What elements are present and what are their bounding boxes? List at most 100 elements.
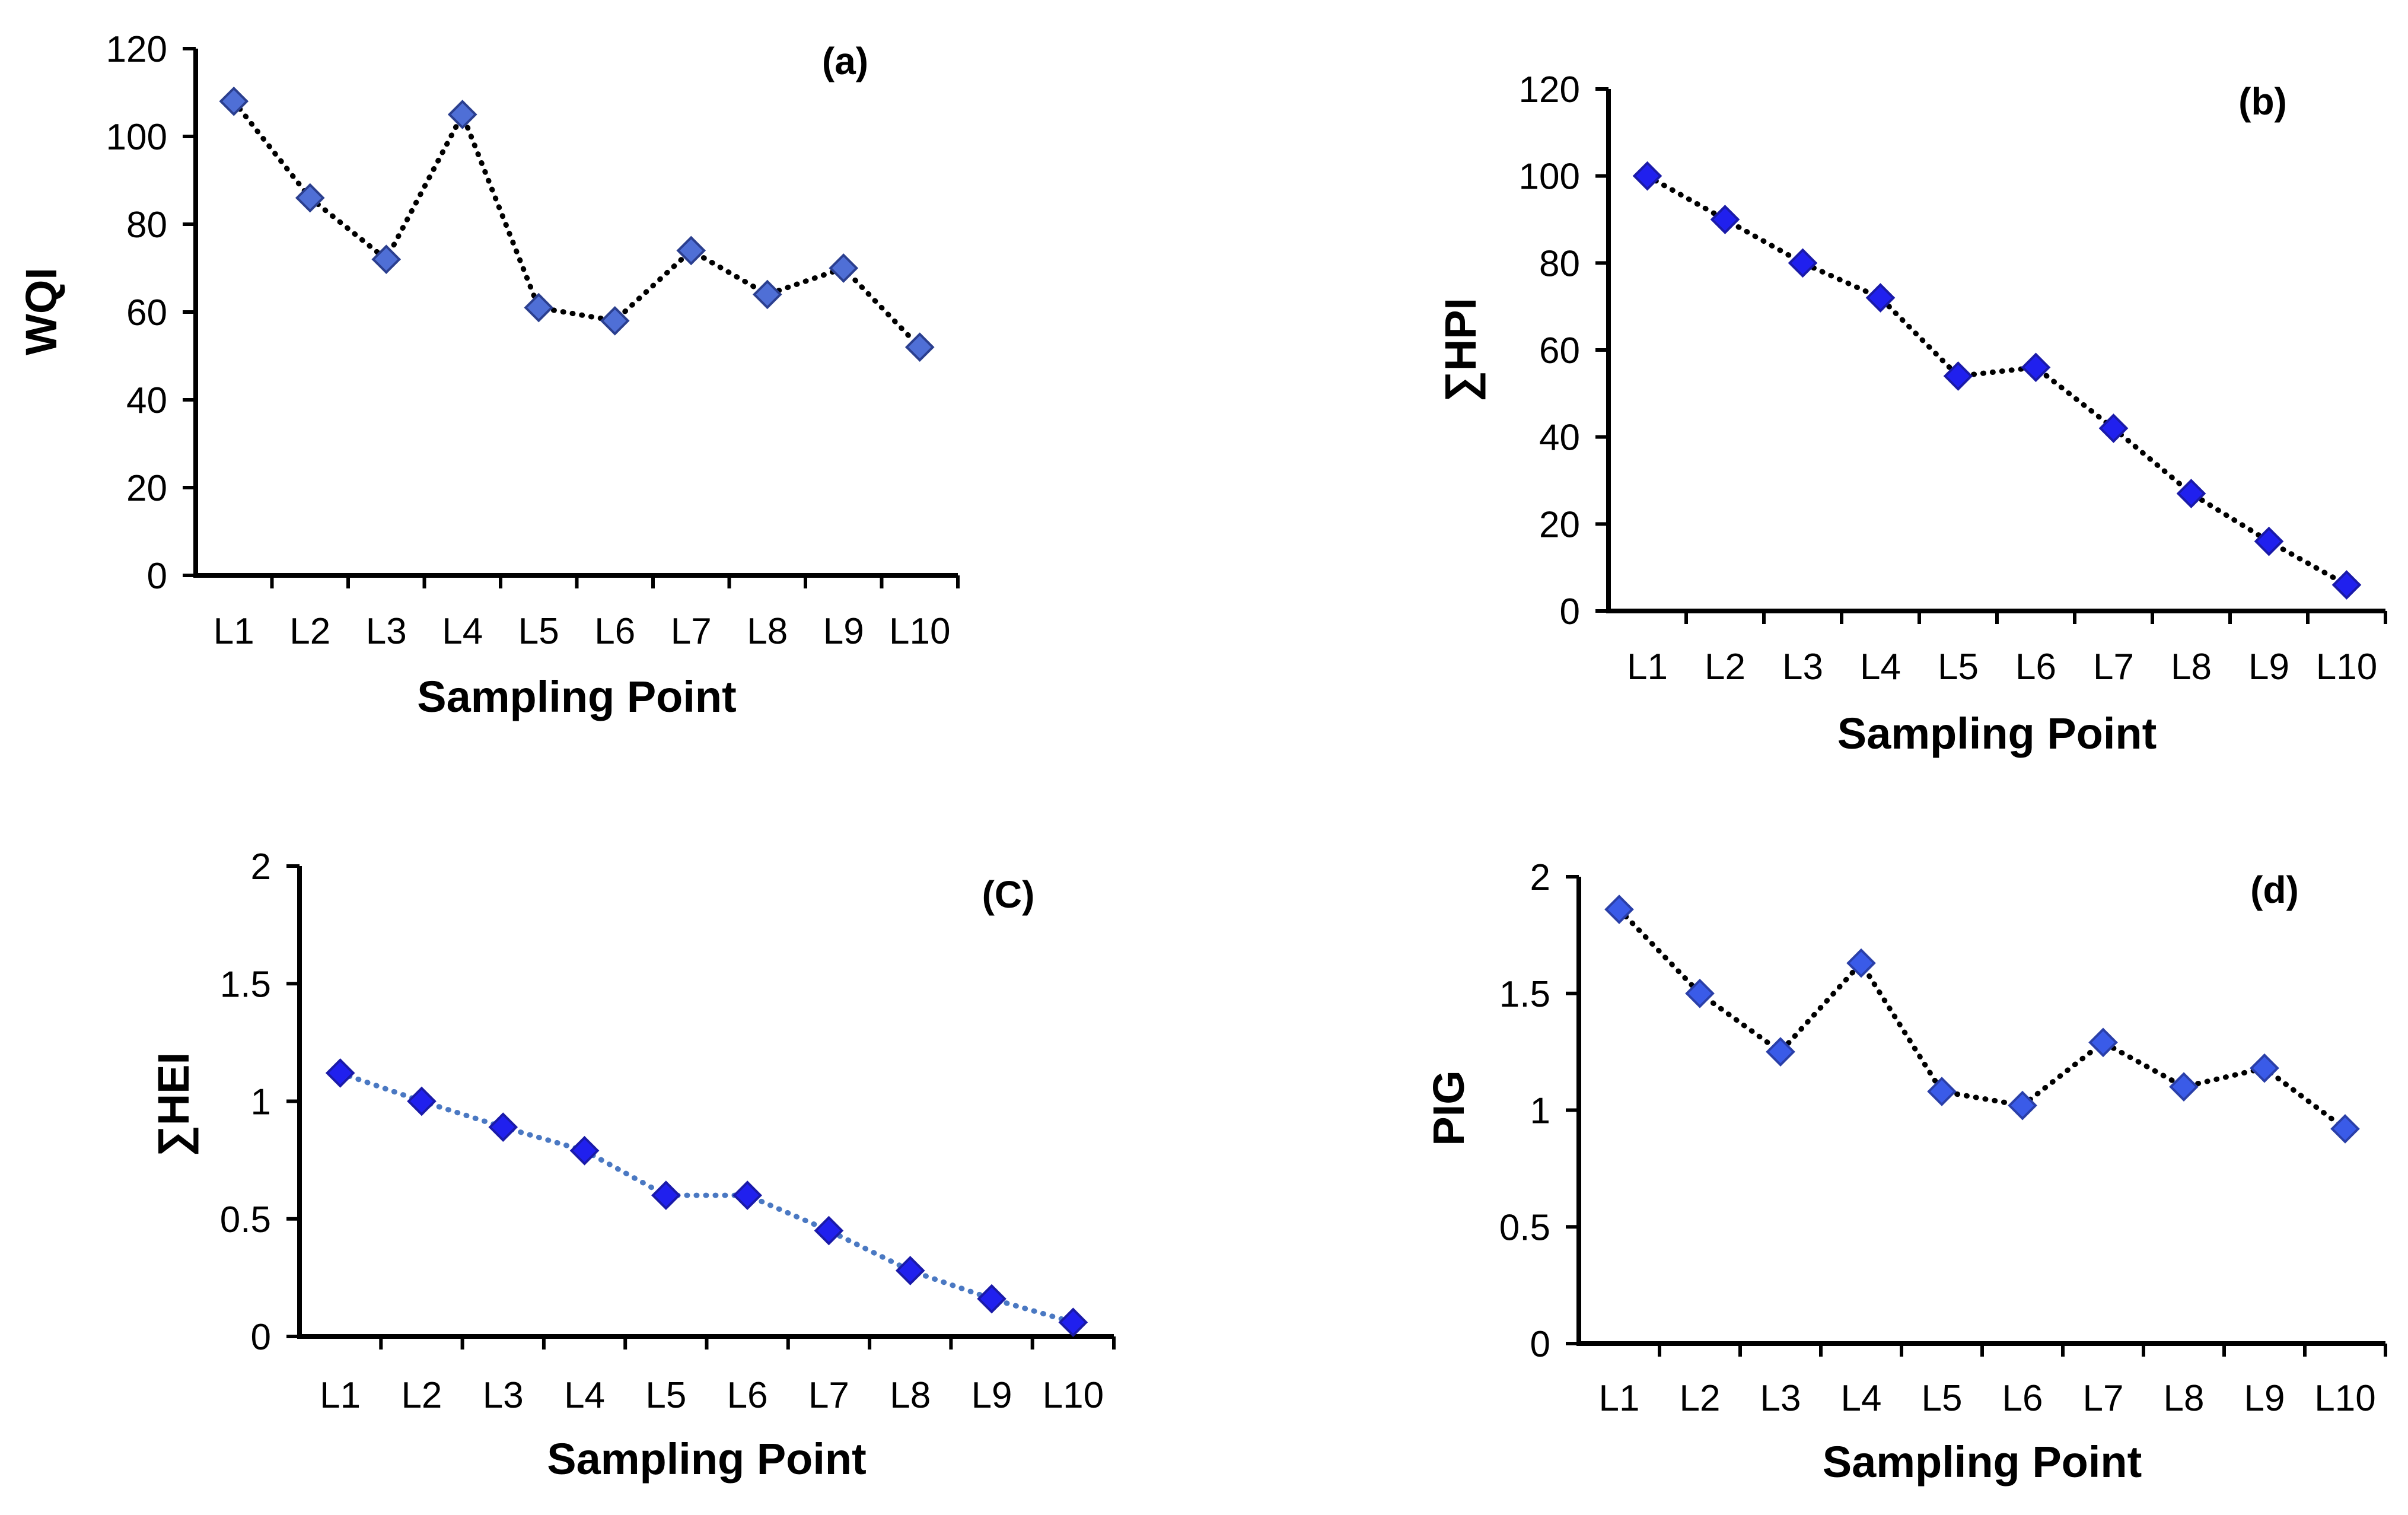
data-point-marker — [1685, 978, 1715, 1008]
y-tick-label: 120 — [106, 29, 167, 70]
y-tick-label: 20 — [126, 468, 167, 509]
y-tick-label: 1 — [251, 1082, 271, 1123]
x-tick-label: L6 — [727, 1375, 768, 1416]
data-point-marker — [371, 244, 402, 275]
panel-a: 0 20 40 60 80 100 120 L1 L2 L3 L4 L5 L6 L7 L8 L9 L10 (a) S… — [17, 29, 960, 721]
x-tick-label: L2 — [401, 1375, 442, 1416]
panel-c: 0 0.5 1 1.5 2 L1 L2 L3 L4 L5 L6 L7 L8 L9 L10 (C) Samplin… — [149, 846, 1116, 1484]
x-tick-label: L9 — [2248, 647, 2289, 688]
data-point-marker — [2021, 352, 2051, 383]
x-tick-label: L5 — [645, 1375, 686, 1416]
y-tick-label: 0.5 — [220, 1199, 271, 1240]
x-tick-label: L3 — [366, 611, 407, 652]
x-tick-label: L1 — [1627, 647, 1668, 688]
y-tick-label: 20 — [1539, 504, 1580, 545]
panel-tag: (a) — [822, 40, 868, 82]
panel-tag: (d) — [2250, 868, 2299, 911]
x-tick-label: L7 — [2083, 1378, 2124, 1419]
data-point-marker — [1788, 248, 1818, 278]
x-tick-label: L6 — [2015, 647, 2056, 688]
x-tick-label: L2 — [289, 611, 330, 652]
x-tick-label: L7 — [808, 1375, 849, 1416]
data-point-marker — [2088, 1027, 2118, 1058]
data-point-marker — [2008, 1090, 2037, 1121]
data-point-marker — [651, 1180, 681, 1210]
y-tick-label: 80 — [126, 205, 167, 246]
x-tick-label: L4 — [442, 611, 483, 652]
data-point-marker — [2250, 1053, 2279, 1083]
data-point-marker — [2098, 413, 2129, 443]
x-tick-label: L5 — [518, 611, 559, 652]
y-tick-label: 2 — [251, 846, 271, 887]
data-point-marker — [1710, 205, 1740, 234]
data-point-marker — [2330, 1114, 2360, 1144]
x-tick-label: L6 — [2002, 1378, 2043, 1419]
data-point-marker — [1766, 1037, 1795, 1067]
data-point-marker — [407, 1086, 437, 1116]
data-point-marker — [829, 253, 859, 283]
data-point-marker — [895, 1256, 925, 1285]
panel-tag: (C) — [982, 873, 1035, 916]
x-tick-label: L10 — [2314, 1378, 2375, 1419]
x-tick-label: L8 — [2164, 1378, 2205, 1419]
x-tick-label: L3 — [483, 1375, 524, 1416]
panel-b: 0 20 40 60 80 100 120 L1 L2 L3 L4 L5 L6 L7 L8 L9 L10 (b) S… — [1436, 69, 2387, 758]
x-axis-title: Sampling Point — [417, 672, 737, 721]
x-tick-label: L10 — [889, 611, 950, 652]
y-tick-label: 2 — [1530, 857, 1550, 898]
x-tick-label: L3 — [1760, 1378, 1801, 1419]
x-tick-label: L10 — [2316, 647, 2377, 688]
x-tick-label: L7 — [2093, 647, 2134, 688]
data-point-marker — [569, 1135, 600, 1166]
y-tick-label: 0 — [147, 556, 167, 597]
data-point-marker — [676, 235, 706, 266]
x-tick-label: L8 — [890, 1375, 931, 1416]
x-axis-title: Sampling Point — [547, 1434, 867, 1484]
panel-d: 0 0.5 1 1.5 2 L1 L2 L3 L4 L5 L6 L7 L8 L9 L10 (d) Samplin… — [1424, 857, 2387, 1487]
x-tick-label: L1 — [320, 1375, 361, 1416]
x-axis-title: Sampling Point — [1837, 709, 2157, 758]
data-point-marker — [219, 86, 249, 116]
x-tick-label: L6 — [594, 611, 635, 652]
y-axis-title: PIG — [1424, 1070, 1473, 1145]
data-point-marker — [904, 332, 935, 362]
y-axis-title: WQI — [17, 268, 66, 355]
data-point-marker — [2176, 479, 2206, 508]
data-point-marker — [600, 305, 630, 336]
data-point-marker — [1058, 1307, 1088, 1338]
y-tick-label: 60 — [126, 292, 167, 333]
data-point-marker — [1632, 161, 1662, 191]
x-tick-label: L10 — [1043, 1375, 1104, 1416]
data-point-marker — [2254, 526, 2284, 556]
y-tick-label: 0 — [251, 1317, 271, 1358]
y-tick-label: 120 — [1519, 69, 1580, 110]
x-tick-label: L8 — [2171, 647, 2212, 688]
y-axis-title: ∑HEI — [149, 1052, 199, 1157]
data-point-marker — [814, 1215, 844, 1246]
series-line — [1616, 906, 2348, 1132]
data-point-marker — [1927, 1077, 1957, 1106]
data-point-marker — [1846, 948, 1876, 978]
y-tick-label: 1 — [1530, 1091, 1550, 1132]
y-tick-label: 100 — [1519, 157, 1580, 198]
data-point-marker — [1865, 283, 1896, 313]
data-point-marker — [1943, 361, 1973, 391]
x-tick-label: L5 — [1922, 1378, 1963, 1419]
data-point-marker — [524, 292, 554, 323]
data-point-marker — [1604, 895, 1634, 924]
data-point-marker — [325, 1058, 355, 1088]
data-point-marker — [2331, 570, 2362, 600]
y-tick-label: 40 — [1539, 418, 1580, 459]
x-tick-label: L1 — [214, 611, 254, 652]
y-axis-title: ∑HPI — [1436, 298, 1486, 402]
x-tick-label: L1 — [1599, 1378, 1640, 1419]
y-tick-label: 1.5 — [1499, 974, 1550, 1015]
x-tick-label: L3 — [1782, 647, 1823, 688]
data-point-marker — [447, 100, 477, 129]
data-point-marker — [2169, 1072, 2199, 1102]
x-tick-label: L4 — [1841, 1378, 1882, 1419]
x-tick-label: L2 — [1705, 647, 1746, 688]
series-line — [1645, 173, 2349, 588]
x-tick-label: L9 — [823, 611, 864, 652]
